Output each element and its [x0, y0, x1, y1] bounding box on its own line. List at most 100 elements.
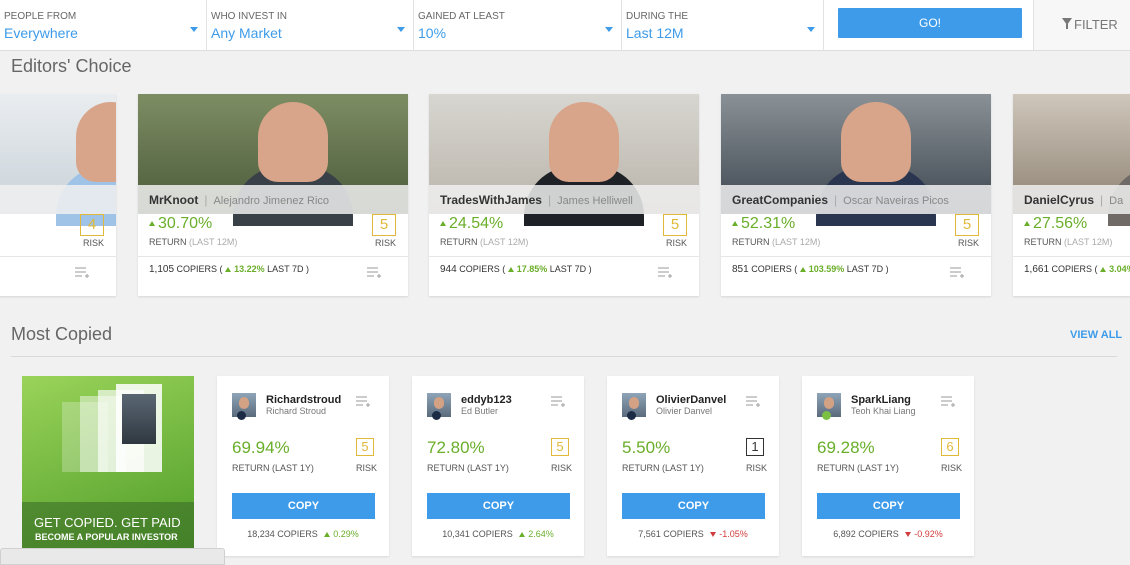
editor-card[interactable]: GreatCompanies | Oscar Naveiras Picos 52.31…	[721, 94, 991, 296]
name-band	[721, 185, 991, 214]
photo-head	[841, 102, 911, 182]
promo-banner[interactable]: GET COPIED. GET PAID BECOME A POPULAR INV…	[22, 376, 194, 548]
filter-value: 10%	[418, 25, 447, 41]
username: eddyb123	[461, 394, 512, 406]
divider	[1013, 256, 1130, 257]
return-label: RETURN (LAST 12M)	[1024, 237, 1112, 247]
menu-icon[interactable]	[75, 266, 91, 278]
menu-icon[interactable]	[658, 266, 674, 278]
divider	[721, 256, 991, 257]
chat-panel	[0, 548, 225, 565]
divider	[429, 256, 699, 257]
return-label: RETURN (LAST 12M)	[149, 237, 237, 247]
view-all-link[interactable]: VIEW ALL	[1070, 329, 1123, 341]
name-band	[429, 185, 699, 214]
promo-bottom	[22, 502, 194, 548]
go-button[interactable]: GO!	[838, 8, 1022, 38]
username: GreatCompanies	[732, 193, 829, 207]
copiers-label: COPIERS	[663, 529, 704, 539]
weekly-change: 3.04%	[1109, 264, 1130, 274]
risk-label: RISK	[666, 238, 688, 248]
copiers-change: -0.92%	[914, 529, 943, 539]
copiers-change: 2.64%	[528, 529, 554, 539]
filter-button[interactable]: FILTER	[1033, 0, 1130, 50]
editor-card[interactable]: DanielCyrus | Da 27.56% RETURN (LAST 12M) 1,6…	[1013, 94, 1130, 296]
filter-label: WHO INVEST IN	[211, 11, 287, 22]
copy-button[interactable]: COPY	[817, 493, 960, 519]
copiers: 10,341 COPIERS 2.64%	[412, 529, 584, 539]
copiers-count: 851	[732, 264, 749, 275]
menu-icon[interactable]	[950, 266, 966, 278]
caret	[397, 27, 405, 32]
up-arrow	[440, 220, 446, 226]
copiers-label: COPIERS (	[459, 264, 506, 274]
menu-icon[interactable]	[551, 395, 567, 407]
divider	[0, 256, 116, 257]
editor-card[interactable]: TradesWithJames | James Helliwell 24.54% RET…	[429, 94, 699, 296]
trend-arrow	[710, 531, 717, 537]
up-arrow	[1100, 266, 1107, 272]
copiers-count: 944	[440, 264, 457, 275]
return-text: RETURN	[440, 237, 478, 247]
full-name: Alejandro Jimenez Rico	[213, 195, 330, 207]
menu-icon[interactable]	[356, 395, 372, 407]
gain: 52.31%	[732, 215, 795, 233]
copiers: 6,892 COPIERS -0.92%	[802, 529, 974, 539]
copy-button[interactable]: COPY	[622, 493, 765, 519]
menu-icon[interactable]	[941, 395, 957, 407]
filter-value: Everywhere	[4, 25, 78, 41]
return-text: RETURN	[149, 237, 187, 247]
period-text: (LAST 12M)	[189, 237, 238, 247]
trader-name: MrKnoot | Alejandro Jimenez Rico	[149, 193, 329, 207]
risk-label: RISK	[356, 463, 378, 473]
username: MrKnoot	[149, 193, 199, 207]
copy-button[interactable]: COPY	[427, 493, 570, 519]
period-text: (LAST 12M)	[1064, 237, 1113, 247]
weekly-change: 17.85%	[516, 264, 548, 274]
copiers-label: COPIERS (	[176, 264, 223, 274]
filter-dropdown[interactable]: DURING THE Last 12M	[622, 0, 824, 50]
promo-photo	[122, 394, 156, 444]
editor-card[interactable]: 4 RISK	[0, 94, 116, 296]
copy-button[interactable]: COPY	[232, 493, 375, 519]
gain-value: 52.31%	[741, 215, 796, 232]
copiers-label: COPIERS (	[1051, 264, 1098, 274]
photo-head	[76, 102, 116, 182]
trader-card: eddyb123 Ed Butler 72.80% 5 RETURN (LAST 1Y)…	[412, 376, 584, 556]
gain-value: 24.54%	[449, 215, 504, 232]
copiers-count: 18,234	[247, 529, 275, 539]
period-text: (LAST 12M)	[772, 237, 821, 247]
up-arrow	[149, 220, 155, 226]
menu-icon[interactable]	[746, 395, 762, 407]
name-band	[0, 185, 116, 214]
trend-arrow	[519, 531, 526, 537]
divider	[11, 356, 1117, 357]
full-name: Olivier Danvel	[656, 406, 713, 416]
return-text: RETURN	[732, 237, 770, 247]
copiers-label: COPIERS	[277, 529, 318, 539]
copiers: 7,561 COPIERS -1.05%	[607, 529, 779, 539]
full-name: James Helliwell	[557, 195, 633, 207]
risk-score: 5	[663, 214, 687, 236]
editor-card[interactable]: MrKnoot | Alejandro Jimenez Rico 30.70% RETU…	[138, 94, 408, 296]
copiers-label: COPIERS	[858, 529, 899, 539]
filter-dropdown[interactable]: PEOPLE FROM Everywhere	[0, 0, 207, 50]
divider	[138, 256, 408, 257]
filter-value: Last 12M	[626, 25, 684, 41]
full-name: Teoh Khai Liang	[851, 406, 916, 416]
promo-subtitle: BECOME A POPULAR INVESTOR	[35, 532, 178, 542]
risk-label: RISK	[746, 463, 768, 473]
risk-label: RISK	[375, 238, 397, 248]
return-label: RETURN (LAST 12M)	[732, 237, 820, 247]
separator: |	[834, 193, 838, 207]
menu-icon[interactable]	[367, 266, 383, 278]
week-label: LAST 7D )	[267, 264, 309, 274]
filter-dropdown[interactable]: GAINED AT LEAST 10%	[414, 0, 622, 50]
up-arrow	[1024, 220, 1030, 226]
photo-head	[549, 102, 619, 182]
filter-dropdown[interactable]: WHO INVEST IN Any Market	[207, 0, 414, 50]
promo-title: GET COPIED. GET PAID	[34, 515, 181, 530]
copiers-label: COPIERS	[472, 529, 513, 539]
username: Richardstroud	[266, 394, 342, 406]
